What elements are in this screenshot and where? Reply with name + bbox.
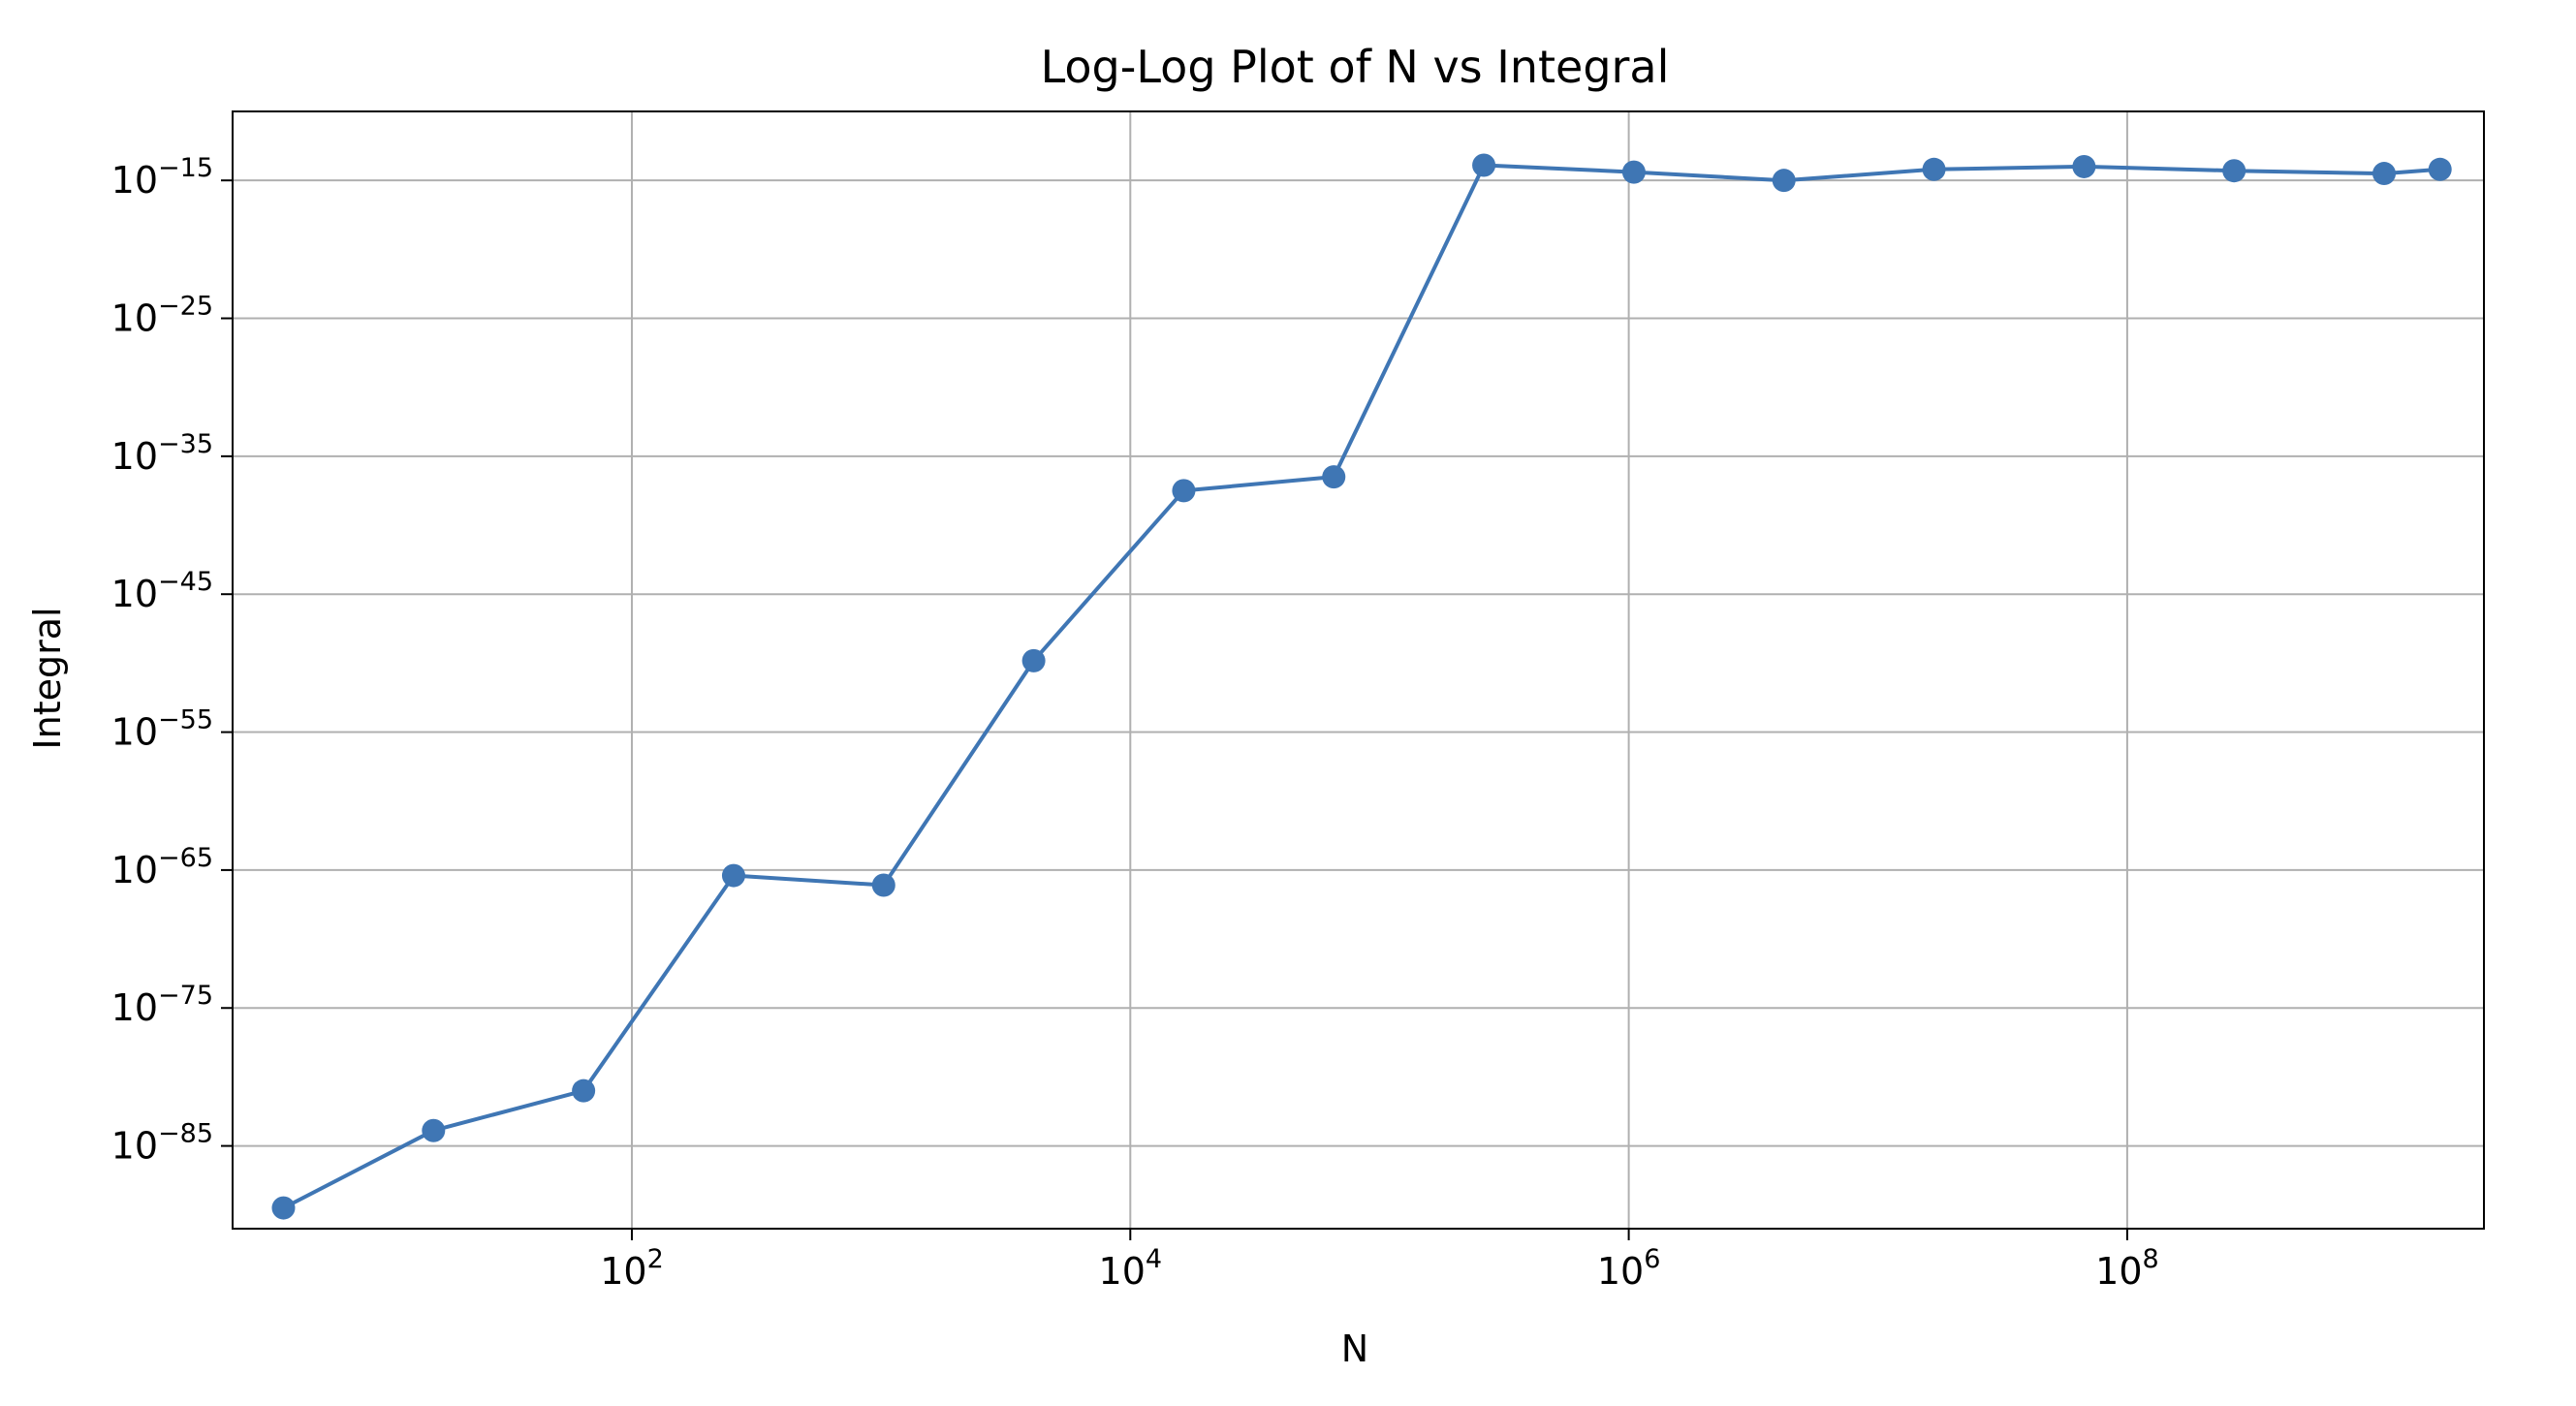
x-tick-label: 108 xyxy=(2095,1244,2159,1293)
data-point xyxy=(1772,169,1796,193)
data-point xyxy=(1021,648,1046,672)
x-tick-label: 106 xyxy=(1597,1244,1661,1293)
data-point xyxy=(2072,154,2096,178)
data-point xyxy=(1922,157,1946,181)
data-point xyxy=(2372,162,2397,186)
y-tick-label: 10−85 xyxy=(111,1119,213,1168)
x-tick-label: 104 xyxy=(1099,1244,1163,1293)
data-point xyxy=(721,863,745,888)
y-axis-label: Integral xyxy=(26,607,69,749)
data-point xyxy=(871,873,895,897)
data-point xyxy=(572,1078,596,1103)
data-point xyxy=(2428,157,2452,181)
y-axis-ticks: 10−15 10−25 10−35 10−45 10−55 10−65 10−75 10−85 xyxy=(111,153,233,1168)
plot-area-background xyxy=(233,111,2484,1229)
y-tick-label: 10−75 xyxy=(111,981,213,1029)
y-tick-label: 10−15 xyxy=(111,153,213,202)
data-point xyxy=(1621,160,1646,184)
chart-title: Log-Log Plot of N vs Integral xyxy=(1041,41,1670,93)
series-line xyxy=(282,163,2440,1210)
y-tick-label: 10−35 xyxy=(111,429,213,478)
x-axis-label: N xyxy=(1341,1328,1368,1370)
data-point xyxy=(1322,465,1346,489)
data-point xyxy=(2222,159,2246,183)
grid-lines xyxy=(233,111,2484,1229)
data-point xyxy=(422,1118,446,1142)
y-tick-label: 10−55 xyxy=(111,705,213,754)
series-group xyxy=(271,153,2452,1220)
x-axis-ticks: 102 104 106 108 xyxy=(600,1229,2159,1293)
axes-frame xyxy=(232,110,2485,1230)
x-tick-label: 102 xyxy=(600,1244,664,1293)
data-point xyxy=(271,1196,296,1220)
y-tick-label: 10−45 xyxy=(111,567,213,615)
y-tick-label: 10−65 xyxy=(111,843,213,891)
data-point xyxy=(1172,479,1196,503)
y-tick-label: 10−25 xyxy=(111,292,213,340)
data-point xyxy=(1472,153,1496,177)
